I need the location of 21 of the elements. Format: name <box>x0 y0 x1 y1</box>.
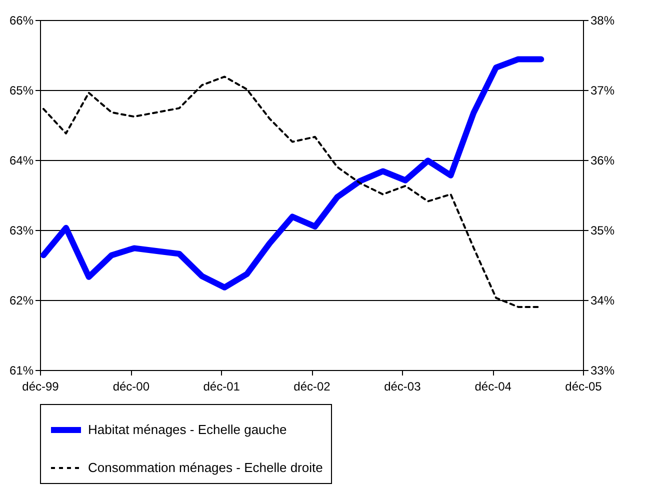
y2-tick-label: 34% <box>590 294 615 308</box>
x-tick-label: déc-04 <box>474 380 512 394</box>
y2-tick-label: 33% <box>590 364 615 378</box>
y-tick-label: 63% <box>9 224 34 238</box>
y2-tick-label: 37% <box>590 84 615 98</box>
x-tick-label: déc-00 <box>112 380 150 394</box>
y-tick-label: 65% <box>9 84 34 98</box>
x-tick-label: déc-99 <box>22 380 60 394</box>
y-tick-label: 64% <box>9 154 34 168</box>
y-tick-label: 62% <box>9 294 34 308</box>
y2-tick-label: 36% <box>590 154 615 168</box>
legend-label: Habitat ménages - Echelle gauche <box>88 422 287 437</box>
y-tick-label: 61% <box>9 364 34 378</box>
x-tick-label: déc-05 <box>565 380 602 394</box>
y2-tick-label: 35% <box>590 224 615 238</box>
x-tick-label: déc-02 <box>294 380 331 394</box>
y-tick-label: 66% <box>9 14 34 28</box>
y2-tick-label: 38% <box>590 14 615 28</box>
legend-label: Consommation ménages - Echelle droite <box>88 460 323 475</box>
x-tick-label: déc-03 <box>384 380 422 394</box>
x-tick-label: déc-01 <box>203 380 240 394</box>
